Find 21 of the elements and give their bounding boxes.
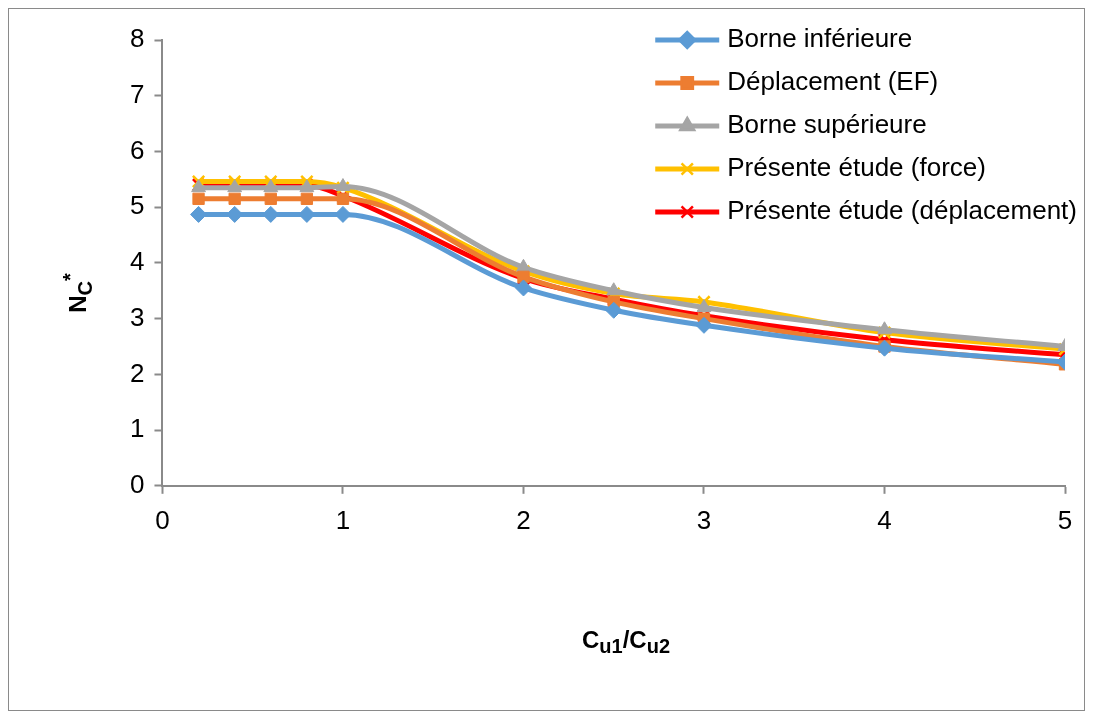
y-tick-label: 0 [129,468,145,499]
y-tick-label: 5 [129,190,145,221]
y-tick-label: 1 [129,413,145,444]
legend-label: Déplacement (EF) [727,66,939,97]
x-tick-label: 4 [877,504,892,535]
x-tick-label: 1 [335,504,351,535]
legend-label: Borne supérieure [727,109,927,140]
x-tick-label: 3 [696,504,712,535]
y-tick-label: 7 [129,78,145,109]
y-tick-label: 2 [129,357,145,388]
y-tick-label: 6 [129,134,145,165]
x-tick-label: 5 [1057,504,1073,535]
x-tick-label: 0 [155,504,170,535]
legend-label: Présente étude (force) [727,152,986,183]
y-tick-label: 8 [129,23,145,54]
x-tick-label: 2 [516,504,531,535]
y-tick-label: 3 [129,301,145,332]
y-tick-label: 4 [129,246,145,277]
legend-label: Borne inférieure [727,23,913,54]
legend-label: Présente étude (déplacement) [727,195,1078,226]
x-axis-title: C$_{u1}$/C$_{u2}$ [581,625,671,659]
